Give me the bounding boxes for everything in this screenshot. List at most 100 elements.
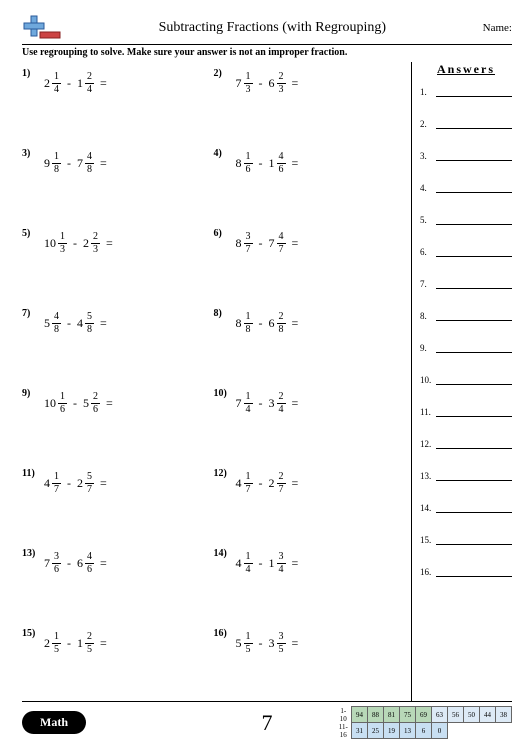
whole-part: 8 [236, 316, 242, 331]
answer-line: 8. [420, 311, 512, 321]
whole-part: 2 [44, 76, 50, 91]
fraction: 26 [91, 392, 100, 415]
denominator: 6 [277, 165, 286, 175]
mixed-number: 324 [269, 392, 286, 415]
expression: 818 - 628= [236, 312, 299, 335]
mixed-number: 628 [269, 312, 286, 335]
problems-grid: 1)214 - 124=2)713 - 623=3)918 - 748=4)81… [22, 62, 412, 702]
plus-minus-logo [22, 14, 62, 42]
numerator: 4 [277, 232, 286, 242]
fraction: 14 [52, 72, 61, 95]
denominator: 7 [85, 485, 94, 495]
denominator: 7 [244, 245, 253, 255]
whole-part: 4 [77, 316, 83, 331]
answer-number: 11. [420, 407, 434, 417]
answer-blank [436, 279, 512, 289]
minus-op: - [259, 476, 263, 491]
equals-sign: = [292, 236, 299, 251]
whole-part: 7 [236, 76, 242, 91]
problem-item: 7)548 - 458= [22, 302, 214, 382]
answer-blank [436, 215, 512, 225]
denominator: 8 [244, 325, 253, 335]
numerator: 4 [52, 312, 61, 322]
whole-part: 2 [44, 636, 50, 651]
answer-number: 14. [420, 503, 434, 513]
problem-number: 6) [214, 228, 236, 239]
answer-blank [436, 151, 512, 161]
answer-blank [436, 119, 512, 129]
denominator: 6 [58, 405, 67, 415]
answer-blank [436, 471, 512, 481]
whole-part: 1 [77, 636, 83, 651]
whole-part: 1 [77, 76, 83, 91]
fraction: 47 [277, 232, 286, 255]
answer-line: 13. [420, 471, 512, 481]
footer: Math 7 1-10 94 88 81 75 69 63 56 50 44 3… [22, 701, 512, 739]
fraction: 17 [244, 472, 253, 495]
numerator: 2 [277, 392, 286, 402]
answer-line: 11. [420, 407, 512, 417]
mixed-number: 515 [236, 632, 253, 655]
answer-number: 6. [420, 247, 434, 257]
minus-op: - [259, 236, 263, 251]
minus-op: - [73, 236, 77, 251]
fraction: 28 [277, 312, 286, 335]
whole-part: 6 [77, 556, 83, 571]
numerator: 1 [244, 312, 253, 322]
numerator: 1 [244, 472, 253, 482]
denominator: 5 [244, 645, 253, 655]
mixed-number: 713 [236, 72, 253, 95]
fraction: 24 [85, 72, 94, 95]
answer-line: 3. [420, 151, 512, 161]
expression: 714 - 324= [236, 392, 299, 415]
mixed-number: 1013 [44, 232, 67, 255]
problem-number: 10) [214, 388, 236, 399]
answer-number: 7. [420, 279, 434, 289]
whole-part: 4 [236, 556, 242, 571]
problem-item: 10)714 - 324= [214, 382, 406, 462]
answer-blank [436, 247, 512, 257]
whole-part: 5 [236, 636, 242, 651]
numerator: 4 [277, 152, 286, 162]
problem-number: 9) [22, 388, 44, 399]
numerator: 4 [85, 552, 94, 562]
answer-blank [436, 535, 512, 545]
minus-op: - [259, 156, 263, 171]
equals-sign: = [292, 636, 299, 651]
expression: 417 - 257= [44, 472, 107, 495]
whole-part: 5 [44, 316, 50, 331]
mixed-number: 146 [269, 152, 286, 175]
fraction: 16 [244, 152, 253, 175]
fraction: 18 [52, 152, 61, 175]
mixed-number: 215 [44, 632, 61, 655]
mixed-number: 257 [77, 472, 94, 495]
problem-item: 16)515 - 335= [214, 622, 406, 702]
score-table: 1-10 94 88 81 75 69 63 56 50 44 38 11-16… [336, 706, 513, 739]
whole-part: 10 [44, 396, 56, 411]
answer-number: 13. [420, 471, 434, 481]
fraction: 15 [52, 632, 61, 655]
score-row-1: 1-10 94 88 81 75 69 63 56 50 44 38 [336, 707, 512, 723]
numerator: 3 [277, 632, 286, 642]
denominator: 3 [58, 245, 67, 255]
answer-number: 5. [420, 215, 434, 225]
mixed-number: 816 [236, 152, 253, 175]
answer-line: 16. [420, 567, 512, 577]
minus-op: - [67, 156, 71, 171]
problem-item: 13)736 - 646= [22, 542, 214, 622]
worksheet-page: Subtracting Fractions (with Regrouping) … [0, 0, 530, 749]
denominator: 8 [85, 325, 94, 335]
numerator: 1 [52, 152, 61, 162]
denominator: 7 [277, 245, 286, 255]
mixed-number: 748 [77, 152, 94, 175]
answer-number: 2. [420, 119, 434, 129]
answer-number: 15. [420, 535, 434, 545]
answer-number: 1. [420, 87, 434, 97]
content-area: Subtracting Fractions (with Regrouping) … [0, 0, 530, 749]
fraction: 23 [91, 232, 100, 255]
whole-part: 5 [83, 396, 89, 411]
page-number: 7 [262, 710, 273, 736]
denominator: 8 [52, 165, 61, 175]
fraction: 46 [277, 152, 286, 175]
numerator: 1 [58, 392, 67, 402]
